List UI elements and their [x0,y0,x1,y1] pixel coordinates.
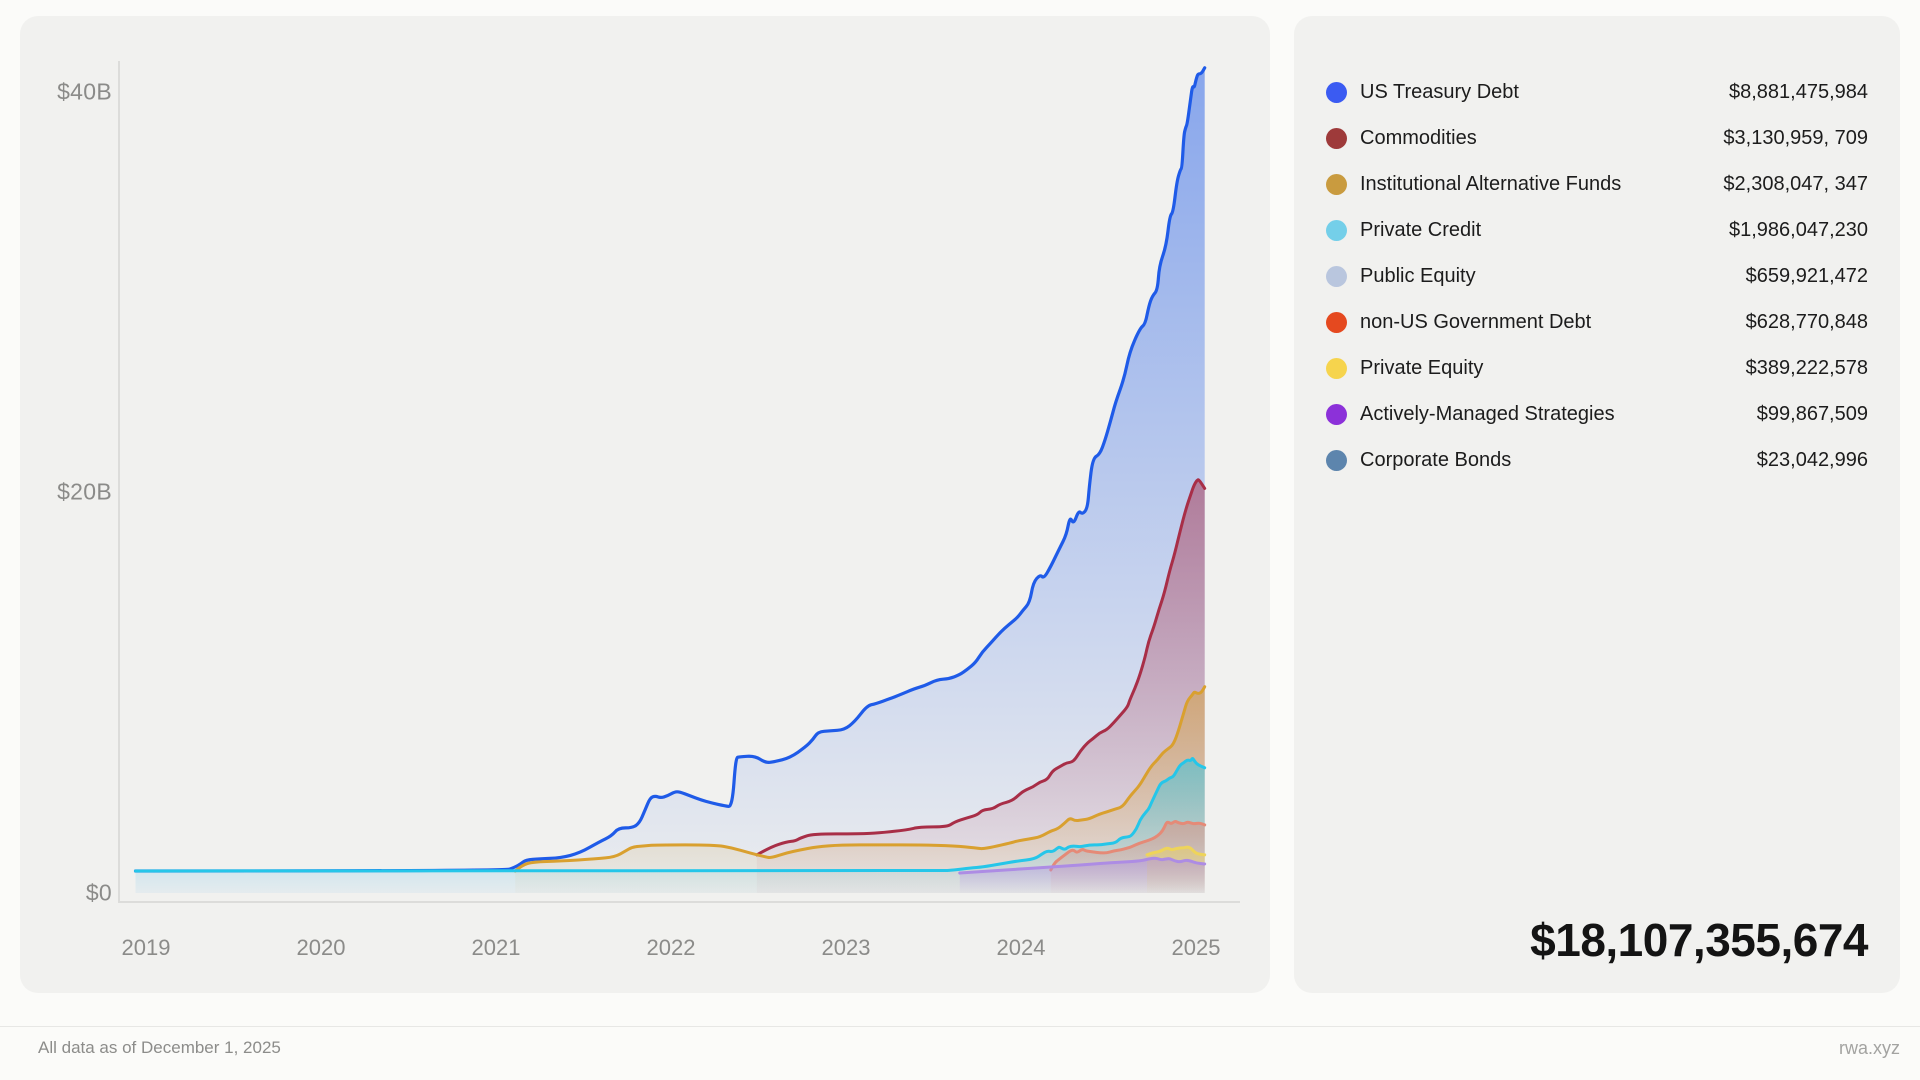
legend-value: $2,308,047, 347 [1723,172,1868,195]
legend-item-3[interactable]: Private Credit $1,986,047,230 [1294,207,1900,253]
series-line-1 [755,478,1207,857]
series-line-5 [1145,845,1207,857]
area-chart-canvas[interactable] [118,55,1240,903]
legend-dot [1326,265,1347,287]
legend-dot [1326,357,1347,379]
legend-label: Public Equity [1360,264,1476,287]
legend-dot [1326,311,1347,333]
series-line-0 [133,66,1207,873]
legend-value: $659,921,472 [1745,264,1868,287]
legend-value: $628,770,848 [1745,310,1868,333]
legend-label: Private Equity [1360,356,1484,379]
area-fill-6 [959,858,1205,893]
legend-item-1[interactable]: Commodities $3,130,959, 709 [1294,115,1900,161]
x-tick-2019: 2019 [121,935,171,960]
legend-label: non-US Government Debt [1360,310,1592,333]
footer-divider [0,1026,1920,1027]
series-line-2 [513,685,1207,873]
brand-link[interactable]: rwa.xyz [1838,1038,1900,1058]
legend-item-8[interactable]: Corporate Bonds $23,042,996 [1294,437,1900,483]
legend-dot [1326,81,1347,103]
legend-label: Commodities [1360,126,1477,149]
legend-dot [1326,127,1347,149]
x-tick-2021: 2021 [471,935,521,960]
legend-label: Actively-Managed Strategies [1360,402,1615,425]
legend-value: $23,042,996 [1756,448,1868,471]
legend-dot [1326,173,1347,195]
area-fill-0 [135,67,1205,894]
legend-item-5[interactable]: non-US Government Debt $628,770,848 [1294,299,1900,345]
legend: US Treasury Debt $8,881,475,984 Commoditie… [1294,69,1900,483]
legend-card: US Treasury Debt $8,881,475,984 Commoditie… [1294,16,1900,993]
x-tick-2023: 2023 [821,935,871,960]
series-line-3 [134,757,1207,873]
legend-item-0[interactable]: US Treasury Debt $8,881,475,984 [1294,69,1900,115]
legend-dot [1326,449,1347,471]
legend-label: US Treasury Debt [1360,80,1519,103]
x-tick-2025: 2025 [1171,935,1221,960]
rwa-value-chart[interactable]: $0 $20B $40B 2019 2020 2021 2022 2023 2024 2025 [20,16,1270,993]
data-as-of-label: All data as of December 1, 2025 [38,1038,281,1057]
legend-item-4[interactable]: Public Equity $659,921,472 [1294,253,1900,299]
x-tick-2024: 2024 [996,935,1046,960]
legend-item-2[interactable]: Institutional Alternative Funds $2,308,04… [1294,161,1900,207]
legend-value: $3,130,959, 709 [1723,126,1868,149]
legend-value: $1,986,047,230 [1728,218,1868,241]
x-tick-2022: 2022 [646,935,696,960]
area-fill-2 [515,686,1205,893]
legend-dot [1326,403,1347,425]
x-tick-2020: 2020 [296,935,346,960]
area-fill-1 [756,479,1205,893]
series-line-6 [958,856,1207,875]
legend-item-7[interactable]: Actively-Managed Strategies $99,867,509 [1294,391,1900,437]
y-tick-40B: $40B [57,78,112,105]
legend-value: $389,222,578 [1745,356,1868,379]
y-tick-0: $0 [85,879,112,906]
legend-label: Private Credit [1360,218,1482,241]
legend-value: $99,867,509 [1756,402,1868,425]
legend-value: $8,881,475,984 [1728,80,1868,103]
legend-dot [1326,219,1347,241]
legend-item-6[interactable]: Private Equity $389,222,578 [1294,345,1900,391]
y-tick-20B: $20B [57,478,112,505]
legend-label: Corporate Bonds [1360,448,1512,471]
chart-card: $0 $20B $40B 2019 2020 2021 2022 2023 2024 2025 [20,16,1270,993]
legend-label: Institutional Alternative Funds [1360,172,1622,195]
series-line-4 [1049,820,1207,872]
total-value: $18,107,355,674 [1530,914,1868,966]
